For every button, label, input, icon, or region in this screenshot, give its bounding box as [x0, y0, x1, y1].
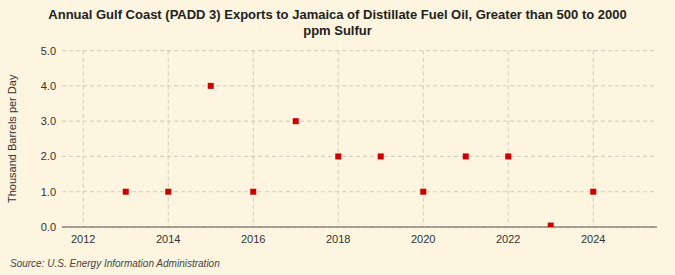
x-tick-label: 2024 [581, 233, 605, 245]
y-grid-line [62, 121, 657, 122]
y-tick-label: 2.0 [41, 150, 56, 162]
point [208, 83, 214, 89]
point [250, 189, 256, 195]
y-axis-label: Thousand Barrels per Day [6, 74, 18, 203]
y-grid-line [62, 85, 657, 86]
title: Annual Gulf Coast (PADD 3) Exports to Ja… [48, 7, 626, 38]
x-grid-line [508, 51, 509, 227]
point [165, 189, 171, 195]
point [420, 189, 426, 195]
x-tick-label: 2014 [156, 233, 180, 245]
y-grid-line [62, 156, 657, 157]
y-tick-label: 4.0 [41, 80, 56, 92]
x-grid-line [593, 51, 594, 227]
grid [62, 51, 657, 227]
x-tick-label: 2016 [241, 233, 265, 245]
point [293, 118, 299, 124]
x-grid-line [168, 51, 169, 227]
y-tick-label: 0.0 [41, 221, 56, 233]
points [123, 83, 597, 227]
x-tick-label: 2012 [71, 233, 95, 245]
x-tick-label: 2020 [411, 233, 435, 245]
x-grid-line [83, 51, 84, 227]
point [378, 153, 384, 159]
background [0, 0, 675, 275]
y-grid-line [62, 50, 657, 51]
point [505, 153, 511, 159]
page: {"chart_data": {"type": "scatter", "titl… [0, 0, 675, 275]
x-tick-label: 2018 [326, 233, 350, 245]
point [123, 189, 129, 195]
y-tick-label: 1.0 [41, 186, 56, 198]
title-line: ppm Sulfur [303, 23, 372, 38]
x-grid-line [253, 51, 254, 227]
point [548, 223, 554, 227]
y-grid-line [62, 191, 657, 192]
y-tick-label: 3.0 [41, 115, 56, 127]
point [335, 153, 341, 159]
point [590, 189, 596, 195]
x-grid-line [423, 51, 424, 227]
source: Source: U.S. Energy Information Administ… [10, 258, 220, 269]
point [463, 153, 469, 159]
y-tick-label: 5.0 [41, 45, 56, 57]
x-grid-line [338, 51, 339, 227]
x-axis-line [62, 227, 657, 228]
x-tick-label: 2022 [496, 233, 520, 245]
y-grid-line [62, 227, 657, 228]
title-line: Annual Gulf Coast (PADD 3) Exports to Ja… [48, 7, 626, 22]
axes: 0.0 1.0 2.0 3.0 4.0 5.0 2012 2014 2016 2018 2020 20… [6, 45, 657, 245]
chart: Annual Gulf Coast (PADD 3) Exports to Ja… [0, 0, 675, 275]
